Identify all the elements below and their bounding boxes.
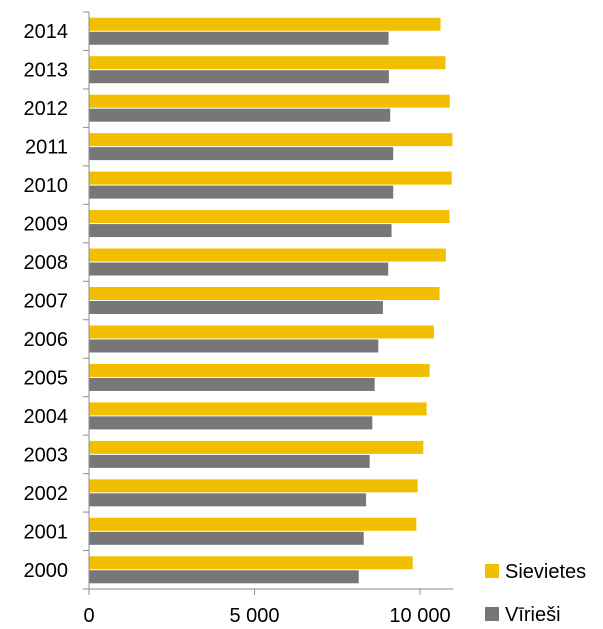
category-label-2008: 2008 xyxy=(24,252,69,274)
bar-Sievietes-2006 xyxy=(89,325,434,339)
legend-label-1: Vīrieši xyxy=(505,604,561,626)
bar-Sievietes-2008 xyxy=(89,248,446,262)
bar-Sievietes-2014 xyxy=(89,17,441,31)
legend-swatch-0 xyxy=(485,564,499,578)
bar-Vīrieši-2005 xyxy=(89,377,375,391)
bar-Vīrieši-2001 xyxy=(89,531,364,545)
x-tick-label-1: 5 000 xyxy=(229,605,279,627)
category-label-2009: 2009 xyxy=(24,214,69,236)
bar-Sievietes-2000 xyxy=(89,556,413,570)
bar-Sievietes-2013 xyxy=(89,56,446,70)
legend: Sievietes Vīrieši xyxy=(485,561,586,626)
bar-Vīrieši-2003 xyxy=(89,454,370,468)
category-label-2000: 2000 xyxy=(24,560,69,582)
category-label-2006: 2006 xyxy=(24,329,69,351)
bar-Sievietes-2004 xyxy=(89,402,427,416)
axes-group xyxy=(83,11,454,595)
bar-Sievietes-2003 xyxy=(89,440,424,454)
x-tick-label-2: 10 000 xyxy=(389,605,450,627)
bar-Sievietes-2002 xyxy=(89,479,418,493)
bar-Vīrieši-2014 xyxy=(89,31,389,45)
bar-Sievietes-2005 xyxy=(89,363,430,377)
bar-Vīrieši-2006 xyxy=(89,339,379,353)
bar-Vīrieši-2010 xyxy=(89,185,394,199)
bar-Sievietes-2010 xyxy=(89,171,452,185)
category-label-2004: 2004 xyxy=(24,406,69,428)
category-label-2007: 2007 xyxy=(24,291,69,313)
bar-Vīrieši-2007 xyxy=(89,301,383,314)
category-label-2003: 2003 xyxy=(24,444,69,466)
category-label-2011: 2011 xyxy=(25,137,68,159)
bar-Vīrieši-2002 xyxy=(89,493,367,507)
bars-group xyxy=(89,17,453,584)
bar-Sievietes-2001 xyxy=(89,517,417,531)
category-label-2014: 2014 xyxy=(24,21,69,43)
x-tick-label-0: 0 xyxy=(83,605,94,627)
legend-swatch-1 xyxy=(485,607,499,621)
bar-Vīrieši-2004 xyxy=(89,416,373,430)
labels-group: 2014 2013 2012 2011 2010 2009 2008 2007 2006 2005… xyxy=(24,21,451,627)
bar-Vīrieši-2012 xyxy=(89,108,391,122)
legend-label-0: Sievietes xyxy=(505,561,586,583)
bar-Sievietes-2011 xyxy=(89,133,453,147)
bar-Vīrieši-2009 xyxy=(89,224,392,238)
bar-Vīrieši-2013 xyxy=(89,70,389,84)
bar-Sievietes-2007 xyxy=(89,287,440,300)
bar-Sievietes-2012 xyxy=(89,94,450,108)
bar-Sievietes-2009 xyxy=(89,210,450,224)
category-label-2001: 2001 xyxy=(24,521,69,543)
bar-Vīrieši-2008 xyxy=(89,262,389,276)
category-label-2012: 2012 xyxy=(24,98,69,120)
bar-Vīrieši-2011 xyxy=(89,147,394,161)
category-label-2005: 2005 xyxy=(24,367,69,389)
bar-Vīrieši-2000 xyxy=(89,570,359,584)
category-label-2013: 2013 xyxy=(24,60,69,82)
category-label-2010: 2010 xyxy=(24,175,69,197)
category-label-2002: 2002 xyxy=(24,483,69,505)
